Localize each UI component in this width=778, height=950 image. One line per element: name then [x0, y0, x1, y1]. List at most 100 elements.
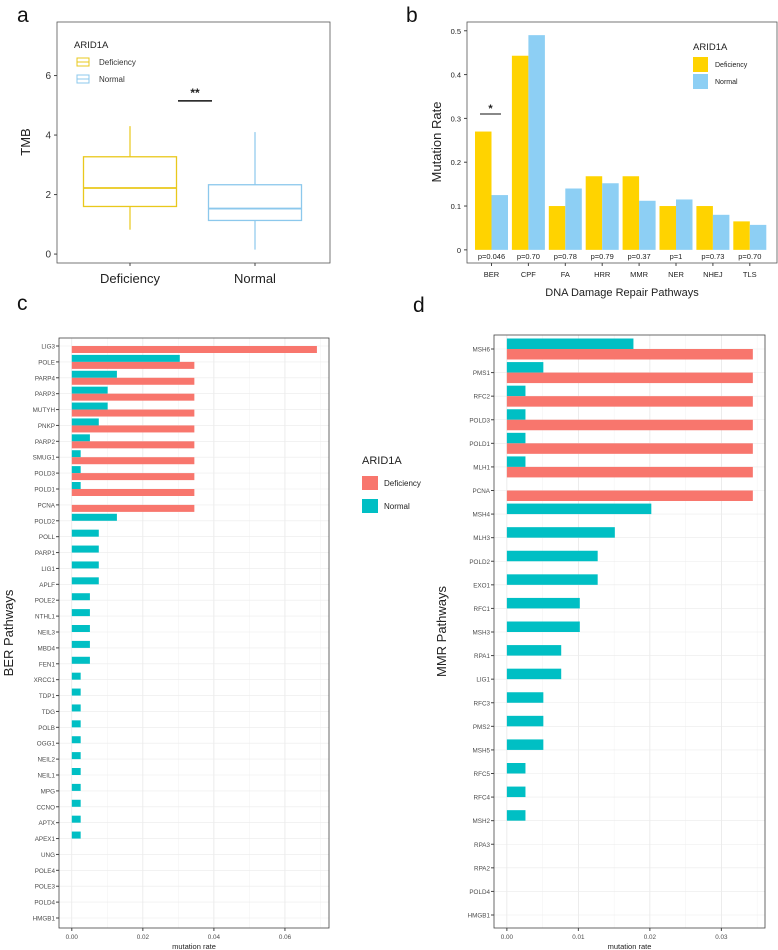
bar-polb-normal [71, 720, 81, 728]
bar-msh5-normal [506, 739, 544, 750]
y-tick-label: TDG [42, 709, 55, 716]
y-tick-label: NEIL1 [37, 773, 55, 780]
bar-mlh1-deficiency [506, 466, 753, 478]
y-tick-label: MLH1 [473, 464, 490, 471]
bar-tdp1-normal [71, 688, 81, 696]
bar-neil1-normal [71, 768, 81, 775]
legend-label-a: Normal [99, 75, 125, 84]
bar-pold2-normal [71, 513, 117, 521]
x-tick-label: 0.00 [501, 934, 514, 941]
bar-ner-deficiency [659, 206, 676, 250]
bar-msh2-normal [506, 810, 526, 821]
y-tick-label: PCNA [473, 488, 491, 495]
legend-label-b: Deficiency [715, 62, 748, 69]
bar-fa-deficiency [548, 206, 566, 250]
bar-pole2-normal [71, 593, 90, 601]
y-tick-label: NTHL1 [35, 614, 55, 621]
y-axis-title: BER Pathways [1, 589, 16, 676]
bar-ber-deficiency [475, 131, 492, 250]
y-tick-label: TDP1 [39, 693, 56, 700]
x-tick-label: 0.00 [66, 934, 79, 941]
y-tick-label: PARP2 [35, 439, 56, 446]
bar-lig1-normal [71, 561, 99, 569]
y-tick-label: OGG1 [37, 741, 56, 748]
x-tick-label: 0.03 [715, 934, 728, 941]
y-tick-label-b: 0 [457, 246, 461, 255]
bar-nthl1-normal [71, 609, 90, 617]
y-tick-label-b: 0.1 [451, 202, 461, 211]
y-tick-label: APLF [39, 582, 55, 589]
bar-lig3-deficiency [71, 346, 317, 353]
legend-title-a: ARID1A [74, 40, 109, 51]
y-tick-label: PARP1 [35, 550, 56, 557]
p-value-label: p=0.70 [738, 252, 761, 261]
panel-label: b [406, 4, 418, 27]
bar-pold1-deficiency [506, 443, 753, 454]
x-tick-label: 0.06 [279, 934, 292, 941]
bar-exo1-normal [506, 574, 598, 585]
y-axis-title: MMR Pathways [434, 585, 449, 677]
bar-tls-deficiency [733, 221, 750, 250]
y-tick-label-b: 0.5 [451, 27, 461, 36]
y-axis-title-a: TMB [18, 128, 33, 155]
y-tick-label: MLH3 [473, 535, 490, 542]
p-value-label: p=0.79 [591, 252, 614, 261]
y-tick-label: MSH4 [473, 512, 491, 519]
bar-nhej-deficiency [696, 206, 713, 250]
bar-cpf-normal [528, 35, 545, 250]
y-tick-label: POLD3 [469, 417, 490, 424]
bar-mlh1-normal [506, 456, 526, 467]
x-tick-label-a: Deficiency [100, 271, 160, 286]
y-tick-label: EXO1 [473, 582, 490, 589]
bar-fa-normal [565, 188, 582, 250]
p-value-label: p=0.70 [517, 252, 540, 261]
y-tick-label: RPA1 [474, 653, 490, 660]
y-tick-label: RFC2 [474, 394, 491, 401]
bar-cpf-deficiency [511, 55, 529, 250]
y-tick-label: POLE2 [35, 598, 56, 605]
bar-pold1-deficiency [71, 489, 195, 496]
bar-lig1-normal [506, 668, 562, 680]
y-tick-label: POLD1 [469, 441, 490, 448]
legend-label-cd: Normal [384, 502, 410, 511]
y-tick-label-b: 0.4 [451, 71, 461, 80]
bar-pold3-normal [71, 466, 81, 474]
bar-mbd4-normal [71, 640, 90, 648]
bar-parp1-normal [71, 545, 99, 553]
y-tick-label: MSH6 [473, 347, 491, 354]
bar-pms2-normal [506, 715, 544, 727]
p-value-label: p=0.37 [628, 252, 651, 261]
panel-label: c [17, 292, 28, 315]
bar-ccno-normal [71, 799, 81, 807]
y-tick-label-a: 4 [45, 131, 51, 142]
p-value-label: p=0.73 [701, 252, 724, 261]
bar-rpa1-normal [506, 645, 562, 656]
y-tick-label: CCNO [36, 804, 55, 811]
y-tick-label-b: 0.2 [451, 158, 461, 167]
plot-frame [493, 334, 766, 929]
y-tick-label: POLL [39, 534, 56, 541]
y-tick-label: RPA3 [474, 842, 490, 849]
legend-label-cd: Deficiency [384, 479, 421, 488]
bar-rfc4-normal [506, 786, 526, 798]
bar-xrcc1-normal [71, 672, 81, 680]
bar-smug1-normal [71, 450, 81, 458]
y-tick-label: POLB [38, 725, 55, 732]
y-tick-label: XRCC1 [34, 677, 56, 684]
y-tick-label: MUTYH [33, 407, 56, 414]
plot-frame-a [56, 21, 331, 264]
x-axis-title-b: DNA Damage Repair Pathways [545, 287, 699, 299]
y-tick-label: LIG3 [41, 344, 55, 351]
x-tick-label-b: NER [668, 270, 684, 279]
legend-key-cd-deficiency [362, 476, 378, 490]
y-tick-label: POLD1 [34, 487, 55, 494]
y-tick-label: POLD4 [34, 900, 55, 907]
p-value-label: p=0.046 [478, 252, 505, 261]
bar-parp3-deficiency [71, 393, 195, 401]
bar-pms1-deficiency [506, 372, 753, 384]
bar-rfc3-normal [506, 692, 544, 703]
y-tick-label: POLE4 [35, 868, 56, 875]
bar-msh3-normal [506, 621, 580, 632]
bar-pold1-normal [506, 432, 526, 444]
p-value-label: p=1 [670, 252, 683, 261]
